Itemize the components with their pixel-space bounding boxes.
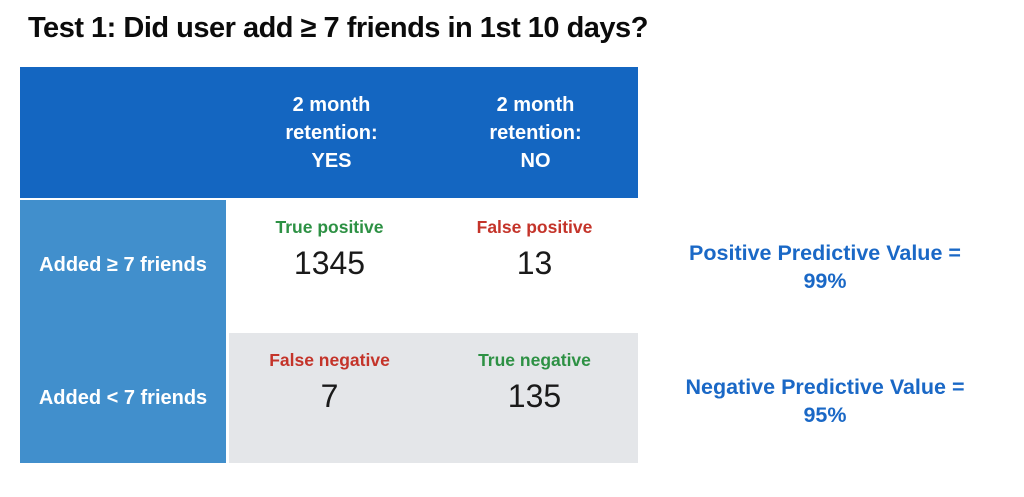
metric-line: Positive Predictive Value = xyxy=(689,241,961,265)
cell-label: True positive xyxy=(275,217,384,237)
column-header-line: 2 month xyxy=(496,93,575,116)
negative-predictive-value-text: Negative Predictive Value = 95% xyxy=(652,373,998,429)
column-header-line: YES xyxy=(311,149,352,172)
row2-background-band xyxy=(229,333,638,463)
positive-predictive-value-text: Positive Predictive Value = 99% xyxy=(652,239,998,295)
page-title: Test 1: Did user add ≥ 7 friends in 1st … xyxy=(28,12,648,44)
metric-value: 99% xyxy=(803,269,847,293)
cell-value: 135 xyxy=(507,378,562,414)
cell-label: False negative xyxy=(269,350,390,370)
cell-value: 7 xyxy=(320,378,339,414)
cell-true-negative: True negative 135 xyxy=(432,333,637,463)
metric-line: Negative Predictive Value = xyxy=(685,375,965,399)
column-header-retention-yes: 2 month retention: YES xyxy=(229,67,434,198)
column-header-line: NO xyxy=(520,149,551,172)
cell-false-positive: False positive 13 xyxy=(432,200,637,331)
metric-value: 95% xyxy=(803,403,847,427)
row-label-added-ge-7: Added ≥ 7 friends xyxy=(39,254,207,276)
row-label-added-lt-7: Added < 7 friends xyxy=(38,386,208,409)
cell-value: 1345 xyxy=(293,245,366,281)
column-header-retention-no: 2 month retention: NO xyxy=(433,67,638,198)
cell-value: 13 xyxy=(516,245,553,281)
column-header-line: retention: xyxy=(285,121,378,144)
column-header-line: retention: xyxy=(489,121,582,144)
cell-label: False positive xyxy=(476,217,593,237)
matrix-header-row: 2 month retention: YES 2 month retention… xyxy=(20,67,638,198)
cell-false-negative: False negative 7 xyxy=(227,333,432,463)
cell-label: True negative xyxy=(478,350,591,370)
column-header-line: 2 month xyxy=(292,93,371,116)
row-label-column: Added ≥ 7 friends Added < 7 friends xyxy=(20,200,226,463)
cell-true-positive: True positive 1345 xyxy=(227,200,432,331)
